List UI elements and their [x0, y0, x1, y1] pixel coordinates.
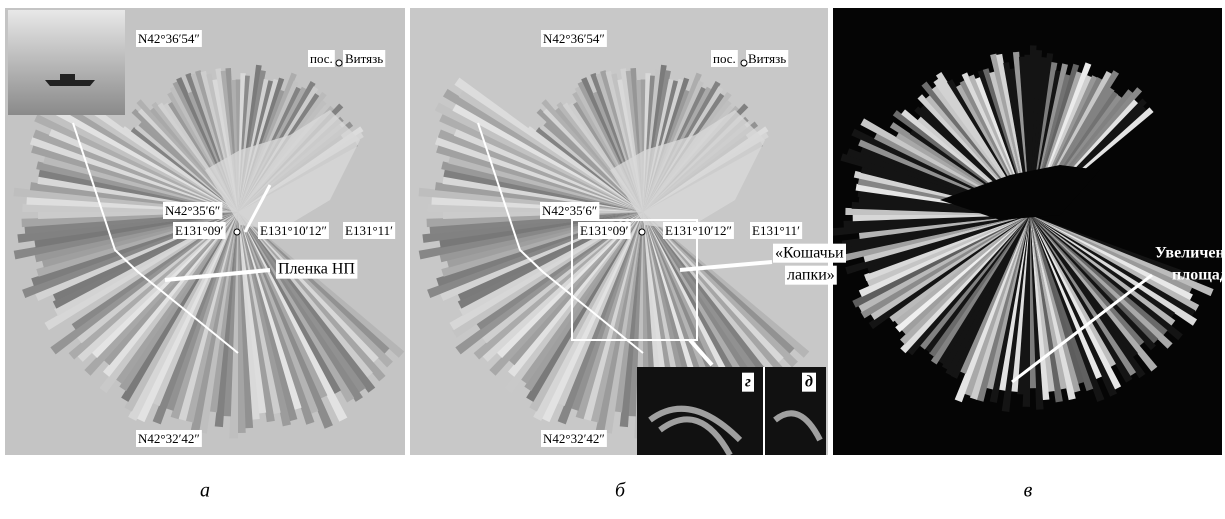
- map-label: N42°35′6″: [542, 203, 597, 218]
- map-label: лапки»: [787, 267, 835, 284]
- panel-caption: в: [1024, 480, 1033, 502]
- panel-b: [410, 8, 828, 474]
- inset-label: д: [805, 374, 813, 391]
- panel-caption: б: [615, 480, 626, 502]
- map-label: пос.: [713, 51, 736, 66]
- inset: [637, 367, 826, 474]
- marker: [234, 229, 240, 235]
- map-label: Увеличение: [1155, 245, 1225, 262]
- panel-caption: а: [200, 480, 210, 502]
- map-label: Пленка НП: [278, 261, 355, 278]
- map-label: E131°10′12″: [665, 223, 732, 238]
- map-label: Витязь: [748, 51, 786, 66]
- map-label: E131°09′: [175, 223, 224, 238]
- ship-photo: [8, 10, 125, 115]
- map-label: Витязь: [345, 51, 383, 66]
- map-label: N42°35′6″: [165, 203, 220, 218]
- map-label: E131°10′12″: [260, 223, 327, 238]
- map-label: E131°11′: [752, 223, 800, 238]
- map-label: N42°36′54″: [138, 31, 200, 46]
- map-label: N42°36′54″: [543, 31, 605, 46]
- map-label: площади: [1172, 267, 1225, 284]
- marker: [336, 60, 342, 66]
- map-label: E131°09′: [580, 223, 629, 238]
- figure: N42°36′54″ пос. Витязь N42°35′6″ E131°09′ E13…: [0, 0, 1225, 514]
- marker: [741, 60, 747, 66]
- map-label: пос.: [310, 51, 333, 66]
- map-label: N42°32′42″: [543, 431, 605, 446]
- map-label: E131°11′: [345, 223, 393, 238]
- marker: [639, 229, 645, 235]
- map-label: «Кошачьи: [775, 245, 844, 262]
- map-label: N42°32′42″: [138, 431, 200, 446]
- inset-label: г: [745, 374, 751, 391]
- panel-c: [832, 8, 1222, 455]
